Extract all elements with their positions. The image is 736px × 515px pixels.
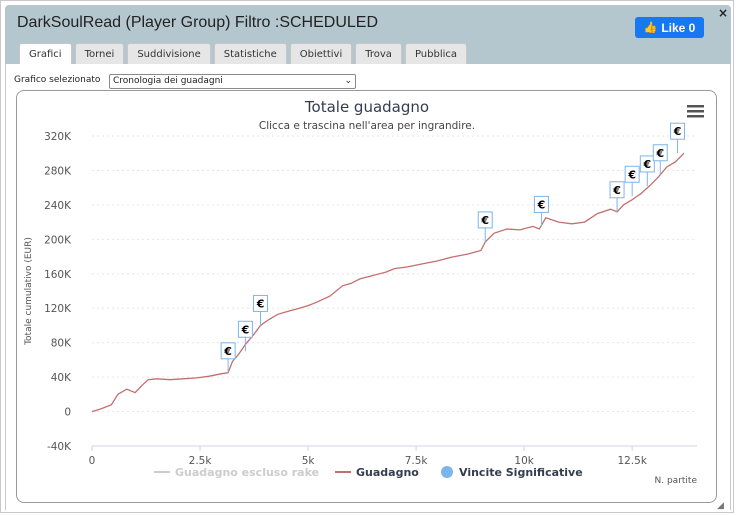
flag-label: € (241, 323, 250, 336)
menu-icon-bar[interactable] (687, 105, 704, 108)
legend-item-guadagno-escluso-rake[interactable]: Guadagno escluso rake (175, 466, 319, 479)
tab-bar: Grafici Tornei Suddivisione Statistiche … (19, 43, 468, 65)
flag-label: € (223, 345, 232, 358)
y-tick-label: 0 (64, 407, 71, 419)
tab-statistiche[interactable]: Statistiche (213, 43, 287, 64)
significant-win-flag[interactable] (477, 211, 493, 229)
flag-label: € (537, 198, 546, 211)
flag-label: € (627, 168, 636, 181)
tab-grafici[interactable]: Grafici (19, 43, 72, 65)
chart-subtitle: Clicca e trascina nell'area per ingrandi… (259, 120, 475, 132)
flag-label: € (655, 147, 664, 160)
y-tick-label: 200K (44, 234, 72, 246)
y-tick-label: -40K (47, 441, 72, 453)
x-tick-label: 2.5k (189, 455, 213, 467)
legend-item-guadagno[interactable]: Guadagno (356, 466, 419, 479)
y-tick-label: 240K (44, 200, 72, 212)
x-tick-label: 0 (89, 455, 96, 467)
flag-label: € (256, 297, 265, 310)
legend-item-vincite-significative[interactable]: Vincite Significative (459, 466, 583, 479)
tab-obiettivi[interactable]: Obiettivi (289, 43, 353, 64)
facebook-like-button[interactable]: 👍 Like 0 (635, 17, 704, 38)
x-tick-label: 5k (302, 455, 316, 467)
significant-win-flag[interactable] (639, 155, 655, 173)
series-line-guadagno[interactable] (91, 152, 685, 413)
resize-grip-icon[interactable]: ◢ (717, 501, 724, 511)
y-tick-label: 160K (44, 269, 72, 281)
chart-svg[interactable]: Totale guadagno Clicca e trascina nell'ar… (17, 91, 718, 504)
significant-win-flag[interactable] (533, 195, 549, 213)
flag-label: € (480, 214, 489, 227)
menu-icon-bar[interactable] (687, 115, 704, 118)
x-tick-label: 10k (514, 455, 534, 467)
chart-container[interactable]: Totale guadagno Clicca e trascina nell'ar… (16, 90, 717, 503)
like-label: Like 0 (661, 20, 696, 35)
y-tick-label: 120K (44, 303, 72, 315)
chart-selector-dropdown[interactable]: Cronologia dei guadagni ⌄ (109, 74, 356, 89)
window-title: DarkSoulRead (Player Group) Filtro :SCHE… (17, 14, 378, 31)
close-icon[interactable]: × (718, 6, 729, 20)
legend-symbol-vincite-significative (441, 466, 453, 478)
x-tick-label: 12.5k (617, 455, 647, 467)
flag-label: € (612, 184, 621, 197)
x-tick-label: 7.5k (405, 455, 429, 467)
significant-win-flag[interactable] (624, 165, 640, 183)
y-tick-label: 320K (44, 131, 72, 143)
x-axis-label: N. partite (655, 476, 698, 486)
significant-win-flag[interactable] (670, 122, 686, 140)
thumbs-up-icon: 👍 (643, 22, 658, 34)
menu-icon-bar[interactable] (687, 110, 704, 113)
chart-selector-value: Cronologia dei guadagni (113, 76, 223, 86)
significant-win-flag[interactable] (220, 342, 236, 360)
y-tick-label: 280K (44, 165, 72, 177)
chart-title: Totale guadagno (304, 98, 429, 116)
tab-pubblica[interactable]: Pubblica (404, 43, 468, 64)
chevron-down-icon: ⌄ (344, 76, 352, 86)
chart-selector-label: Grafico selezionato (14, 75, 101, 85)
significant-win-flag[interactable] (652, 144, 668, 162)
y-axis-label: Totale cumulativo (EUR) (24, 237, 34, 346)
tab-suddivisione[interactable]: Suddivisione (127, 43, 211, 64)
significant-win-flag[interactable] (253, 294, 269, 312)
flag-label: € (673, 125, 682, 138)
tab-tornei[interactable]: Tornei (74, 43, 125, 64)
significant-win-flag[interactable] (609, 181, 625, 199)
significant-win-flag[interactable] (237, 320, 253, 338)
tab-trova[interactable]: Trova (355, 43, 402, 64)
y-tick-label: 80K (51, 338, 72, 350)
flag-label: € (642, 158, 651, 171)
y-tick-label: 40K (51, 372, 72, 384)
